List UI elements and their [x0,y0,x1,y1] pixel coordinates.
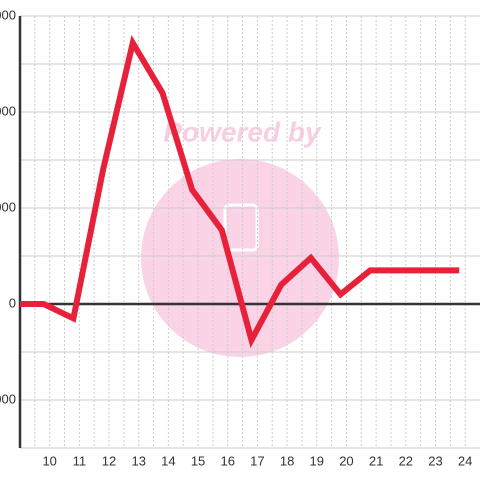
x-tick-label: 22 [399,453,413,468]
y-tick-label: 1,000 [0,199,16,214]
x-tick-label: 20 [339,453,353,468]
x-tick-label: 17 [250,453,264,468]
y-tick-label: 0 [9,295,16,310]
y-tick-label: -1,000 [0,391,16,406]
x-tick-label: 18 [280,453,294,468]
x-tick-label: 21 [369,453,383,468]
x-tick-label: 24 [458,453,472,468]
x-tick-label: 10 [42,453,56,468]
x-tick-label: 15 [191,453,205,468]
x-tick-label: 12 [102,453,116,468]
x-tick-label: 23 [428,453,442,468]
x-tick-label: 13 [131,453,145,468]
watermark-icon [223,203,259,252]
x-tick-label: 19 [310,453,324,468]
x-tick-label: 14 [161,453,175,468]
y-tick-label: 2,000 [0,103,16,118]
x-tick-label: 11 [73,453,87,468]
data-line [20,34,460,349]
x-tick-label: 16 [221,453,235,468]
y-tick-label: 3,000 [0,7,16,22]
